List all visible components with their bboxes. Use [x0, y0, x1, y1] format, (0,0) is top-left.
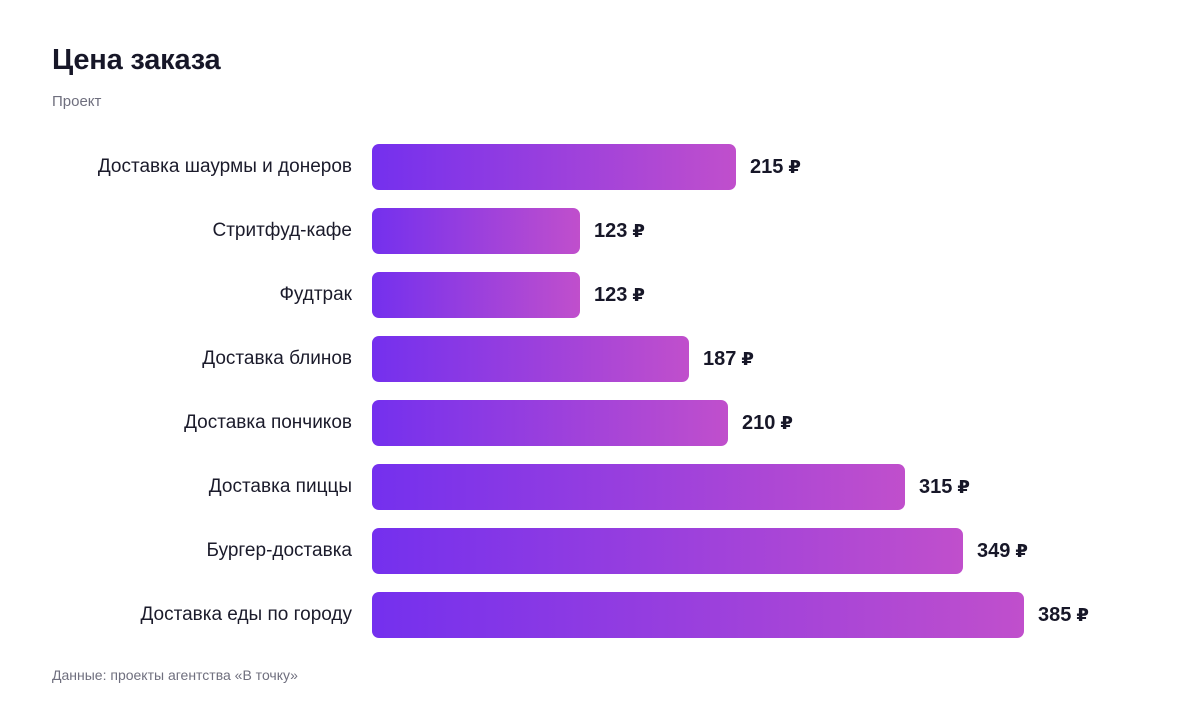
currency-sign: ₽	[780, 413, 793, 433]
bar-row: Стритфуд-кафе 123 ₽	[0, 208, 1200, 254]
category-label: Доставка еды по городу	[140, 604, 352, 625]
value-label: 187 ₽	[703, 336, 754, 382]
bar-row: Доставка блинов 187 ₽	[0, 336, 1200, 382]
currency-sign: ₽	[632, 285, 645, 305]
category-label: Фудтрак	[279, 284, 352, 305]
bar	[372, 336, 689, 382]
value-label: 123 ₽	[594, 208, 645, 254]
value-number: 210	[742, 412, 776, 434]
category-label: Доставка пиццы	[208, 476, 352, 497]
bar	[372, 208, 580, 254]
value-number: 123	[594, 220, 628, 242]
bar-row: Доставка пиццы 315 ₽	[0, 464, 1200, 510]
currency-sign: ₽	[1015, 541, 1028, 561]
value-number: 215	[750, 156, 784, 178]
bar-row: Доставка еды по городу 385 ₽	[0, 592, 1200, 638]
bar-chart: Доставка шаурмы и донеров 215 ₽ Стритфуд-ка…	[0, 144, 1200, 638]
value-number: 315	[919, 476, 953, 498]
value-label: 215 ₽	[750, 144, 801, 190]
chart-subtitle: Проект	[52, 93, 102, 110]
value-number: 385	[1038, 604, 1072, 626]
bar	[372, 144, 736, 190]
data-source-note: Данные: проекты агентства «В точку»	[52, 667, 298, 683]
bar	[372, 528, 963, 574]
value-number: 123	[594, 284, 628, 306]
value-label: 210 ₽	[742, 400, 793, 446]
category-label: Доставка пончиков	[184, 412, 352, 433]
category-label: Стритфуд-кафе	[212, 220, 352, 241]
currency-sign: ₽	[632, 221, 645, 241]
chart-title: Цена заказа	[52, 44, 221, 76]
value-label: 315 ₽	[919, 464, 970, 510]
bar-row: Доставка пончиков 210 ₽	[0, 400, 1200, 446]
bar	[372, 464, 905, 510]
currency-sign: ₽	[741, 349, 754, 369]
bar-row: Фудтрак 123 ₽	[0, 272, 1200, 318]
bar	[372, 592, 1024, 638]
value-number: 349	[977, 540, 1011, 562]
value-label: 385 ₽	[1038, 592, 1089, 638]
currency-sign: ₽	[788, 157, 801, 177]
value-label: 123 ₽	[594, 272, 645, 318]
value-number: 187	[703, 348, 737, 370]
category-label: Доставка шаурмы и донеров	[97, 156, 352, 177]
currency-sign: ₽	[957, 477, 970, 497]
bar	[372, 400, 728, 446]
currency-sign: ₽	[1076, 605, 1089, 625]
bar	[372, 272, 580, 318]
bar-row: Бургер-доставка 349 ₽	[0, 528, 1200, 574]
category-label: Доставка блинов	[202, 348, 352, 369]
category-label: Бургер-доставка	[206, 540, 352, 561]
bar-row: Доставка шаурмы и донеров 215 ₽	[0, 144, 1200, 190]
value-label: 349 ₽	[977, 528, 1028, 574]
